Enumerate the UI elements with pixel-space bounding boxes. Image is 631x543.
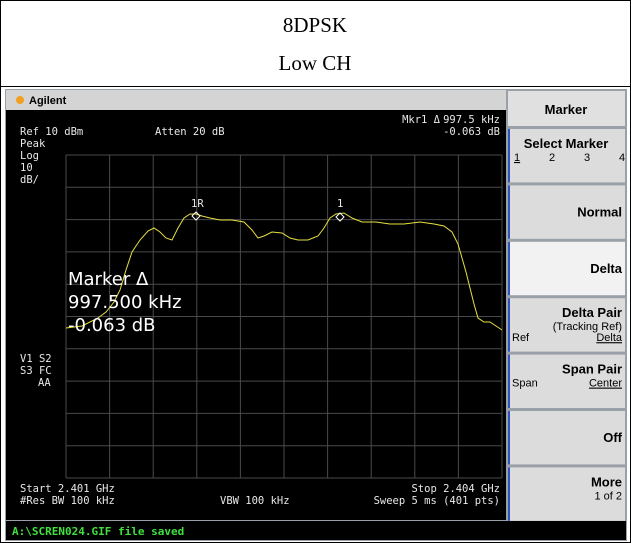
subtitle: Low CH	[279, 51, 352, 75]
flag: S3 FC	[20, 365, 52, 377]
menu-title: Marker	[545, 102, 588, 117]
menu-title-box	[508, 91, 625, 126]
marker-box: 997.500 kHz	[68, 292, 182, 313]
softkey-label: Span Pair	[562, 362, 622, 377]
flag: AA	[38, 377, 51, 389]
status-bar	[6, 521, 626, 540]
softkey-option: Ref	[512, 332, 530, 344]
marker-level: -0.063 dB	[443, 126, 500, 138]
softkey-option: Span	[512, 378, 538, 390]
softkey	[508, 129, 625, 183]
scale-text: 10	[20, 162, 33, 174]
sweep: Sweep 5 ms (401 pts)	[374, 495, 500, 507]
softkey-option: 2	[549, 152, 555, 164]
graticule	[65, 154, 503, 479]
marker-diamond	[191, 211, 345, 222]
softkey-option: 4	[619, 152, 625, 164]
flag: V1 S2	[20, 353, 52, 365]
vbw: VBW 100 kHz	[220, 495, 290, 507]
softkey-label: Delta Pair	[562, 305, 622, 320]
softkey	[508, 411, 625, 465]
softkey-option: 3	[584, 152, 590, 164]
softkey-note: 1 of 2	[594, 490, 622, 502]
softkey-note: (Tracking Ref)	[553, 321, 622, 333]
marker-tag: 1R	[191, 198, 204, 210]
marker-box: Marker Δ	[68, 269, 149, 290]
softkey	[508, 185, 625, 239]
softkeys: Select Marker 1 2 3 4 Normal Delta Delta Pair(T…	[508, 129, 625, 521]
trace	[65, 212, 503, 331]
softkey	[508, 298, 625, 352]
marker-label: Mkr1 Δ	[402, 114, 441, 126]
softkey-option: Delta	[596, 332, 623, 344]
softkey-label: Delta	[590, 261, 623, 276]
logo	[16, 96, 24, 104]
start-frequency: Start 2.401 GHz	[20, 483, 115, 495]
softkey	[508, 241, 625, 296]
attenuation: Atten 20 dB	[155, 126, 225, 138]
marker-box: -0.063 dB	[68, 315, 156, 336]
scale-text: dB/	[20, 174, 39, 186]
softkey-label: Select Marker	[524, 136, 609, 151]
softkey	[508, 467, 625, 521]
title-bar	[6, 90, 506, 110]
title: 8DPSK	[283, 13, 347, 37]
marker-frequency: 997.5 kHz	[443, 114, 500, 126]
scale-text: Log	[20, 150, 39, 162]
display	[6, 110, 506, 520]
softkey-option: Center	[589, 378, 622, 390]
status: A:\SCREN024.GIF file saved	[12, 525, 184, 538]
softkey-label: Normal	[577, 204, 622, 219]
rbw: #Res BW 100 kHz	[20, 495, 115, 507]
softkey-label: More	[591, 474, 622, 489]
stop-frequency: Stop 2.404 GHz	[411, 483, 500, 495]
marker-tag: 1	[337, 198, 343, 210]
scale-text: Peak	[20, 138, 46, 150]
softkey	[508, 354, 625, 408]
softkey-option: 1	[514, 152, 520, 164]
ref-level: Ref 10 dBm	[20, 126, 83, 138]
softkey-label: Off	[603, 430, 622, 445]
brand: Agilent	[29, 95, 67, 107]
